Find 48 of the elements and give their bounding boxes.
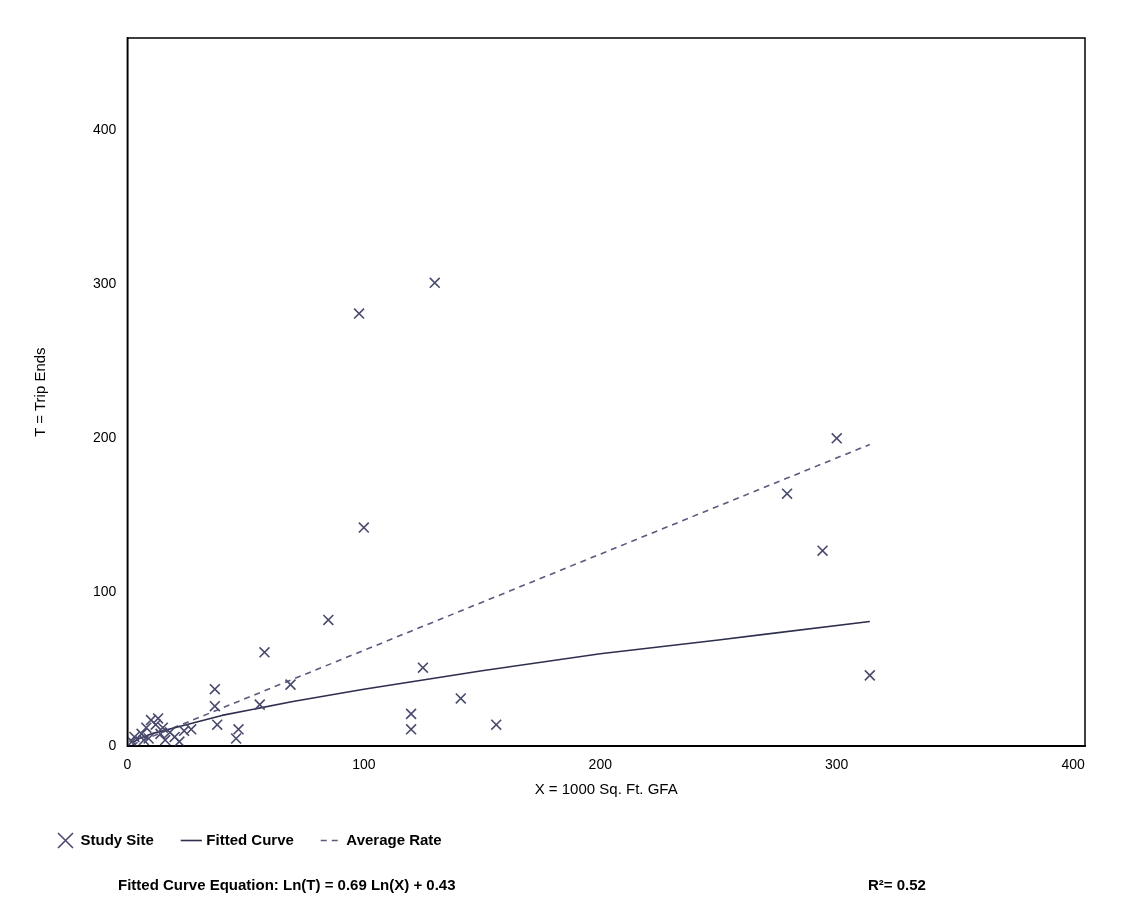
point [164,726,176,739]
point [417,661,429,674]
point [135,728,148,740]
x-tick-label: 300 [825,756,849,773]
point [490,718,502,731]
y-tick-label: 300 [93,275,117,292]
point [353,307,365,320]
x-tick-label: 200 [588,756,613,773]
y-tick-label: 0 [108,737,117,754]
point [145,714,157,726]
point [455,692,467,705]
point [128,731,141,743]
point [152,712,164,725]
point [149,718,162,731]
point [864,669,876,682]
point [358,521,370,534]
point [258,646,271,659]
point [154,728,167,740]
legend-label: Study Site [80,830,154,848]
text: Fitted Curve Equation: Ln(T) = 0.69 Ln(X) + 0.43 [118,876,456,894]
y-tick-label: 400 [93,121,117,138]
point [211,718,223,731]
point [127,735,138,747]
point [178,725,190,737]
point [168,731,181,743]
point [209,700,221,712]
x-axis-title: X = 1000 Sq. Ft. GFA [534,780,678,798]
legend-label: Average Rate [346,830,442,848]
x-tick-label: 0 [123,756,132,773]
point [830,432,843,445]
x-tick-label: 100 [352,756,376,773]
point [173,735,186,747]
point [816,544,829,557]
y-tick-label: 100 [93,583,117,600]
point [185,723,197,736]
x-tick-label: 400 [1061,756,1086,773]
point [284,678,297,691]
y-tick-label: 200 [93,429,117,446]
point [254,698,266,711]
text: R²= 0.52 [868,876,926,894]
point [429,277,441,289]
point [209,683,221,695]
point [405,708,417,720]
point [405,723,417,736]
y-axis-title: T = Trip Ends [31,347,49,437]
point [781,487,793,500]
point [322,614,335,626]
legend-label: Fitted Curve [206,830,294,848]
